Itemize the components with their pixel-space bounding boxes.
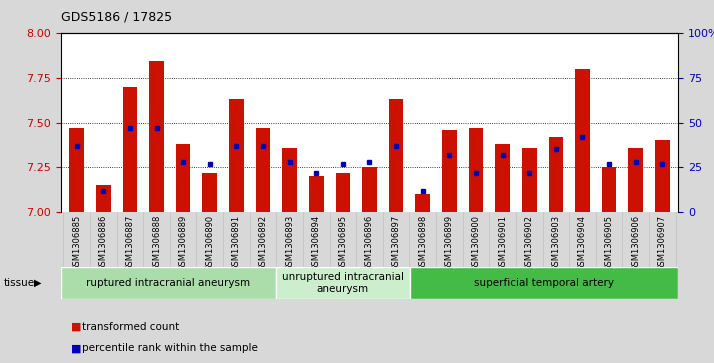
Text: GSM1306899: GSM1306899: [445, 215, 454, 271]
Bar: [468, 128, 483, 212]
Bar: [602, 167, 616, 212]
FancyBboxPatch shape: [410, 268, 678, 299]
Text: superficial temporal artery: superficial temporal artery: [474, 278, 614, 288]
Text: GSM1306892: GSM1306892: [258, 215, 268, 271]
Text: ▶: ▶: [34, 278, 42, 288]
Text: GSM1306898: GSM1306898: [418, 215, 427, 271]
Text: GSM1306905: GSM1306905: [605, 215, 613, 271]
Bar: [655, 140, 670, 212]
Bar: [416, 195, 430, 212]
Text: GSM1306890: GSM1306890: [205, 215, 214, 271]
Bar: [575, 69, 590, 212]
Bar: [69, 128, 84, 212]
FancyBboxPatch shape: [276, 268, 410, 299]
Text: GSM1306900: GSM1306900: [471, 215, 481, 271]
Bar: [256, 128, 271, 212]
FancyBboxPatch shape: [61, 268, 276, 299]
Text: GSM1306888: GSM1306888: [152, 215, 161, 272]
Bar: [309, 176, 323, 212]
Text: GSM1306889: GSM1306889: [178, 215, 188, 271]
Text: unruptured intracranial
aneurysm: unruptured intracranial aneurysm: [281, 272, 403, 294]
Bar: [282, 148, 297, 212]
Bar: [496, 144, 510, 212]
Text: GSM1306896: GSM1306896: [365, 215, 374, 271]
Bar: [442, 130, 457, 212]
Text: GSM1306894: GSM1306894: [312, 215, 321, 271]
Text: GSM1306904: GSM1306904: [578, 215, 587, 271]
Text: ■: ■: [71, 343, 82, 354]
Text: transformed count: transformed count: [82, 322, 179, 332]
Bar: [548, 137, 563, 212]
Text: GSM1306891: GSM1306891: [232, 215, 241, 271]
Text: GSM1306893: GSM1306893: [285, 215, 294, 271]
Text: GSM1306907: GSM1306907: [658, 215, 667, 271]
Text: GSM1306887: GSM1306887: [126, 215, 134, 272]
Text: GDS5186 / 17825: GDS5186 / 17825: [61, 11, 172, 24]
Bar: [96, 185, 111, 212]
Bar: [336, 173, 350, 212]
Text: GSM1306885: GSM1306885: [72, 215, 81, 271]
Text: GSM1306902: GSM1306902: [525, 215, 534, 271]
Bar: [389, 99, 403, 212]
Bar: [628, 148, 643, 212]
Text: ruptured intracranial aneurysm: ruptured intracranial aneurysm: [86, 278, 250, 288]
Bar: [362, 167, 377, 212]
Text: GSM1306886: GSM1306886: [99, 215, 108, 272]
Text: GSM1306895: GSM1306895: [338, 215, 348, 271]
Text: GSM1306901: GSM1306901: [498, 215, 507, 271]
Bar: [176, 144, 191, 212]
Text: GSM1306906: GSM1306906: [631, 215, 640, 271]
Text: GSM1306897: GSM1306897: [391, 215, 401, 271]
Text: percentile rank within the sample: percentile rank within the sample: [82, 343, 258, 354]
Bar: [149, 61, 164, 212]
Text: ■: ■: [71, 322, 82, 332]
Bar: [203, 173, 217, 212]
Bar: [123, 86, 137, 212]
Text: GSM1306903: GSM1306903: [551, 215, 560, 271]
Text: tissue: tissue: [4, 278, 35, 288]
Bar: [229, 99, 243, 212]
Bar: [522, 148, 536, 212]
